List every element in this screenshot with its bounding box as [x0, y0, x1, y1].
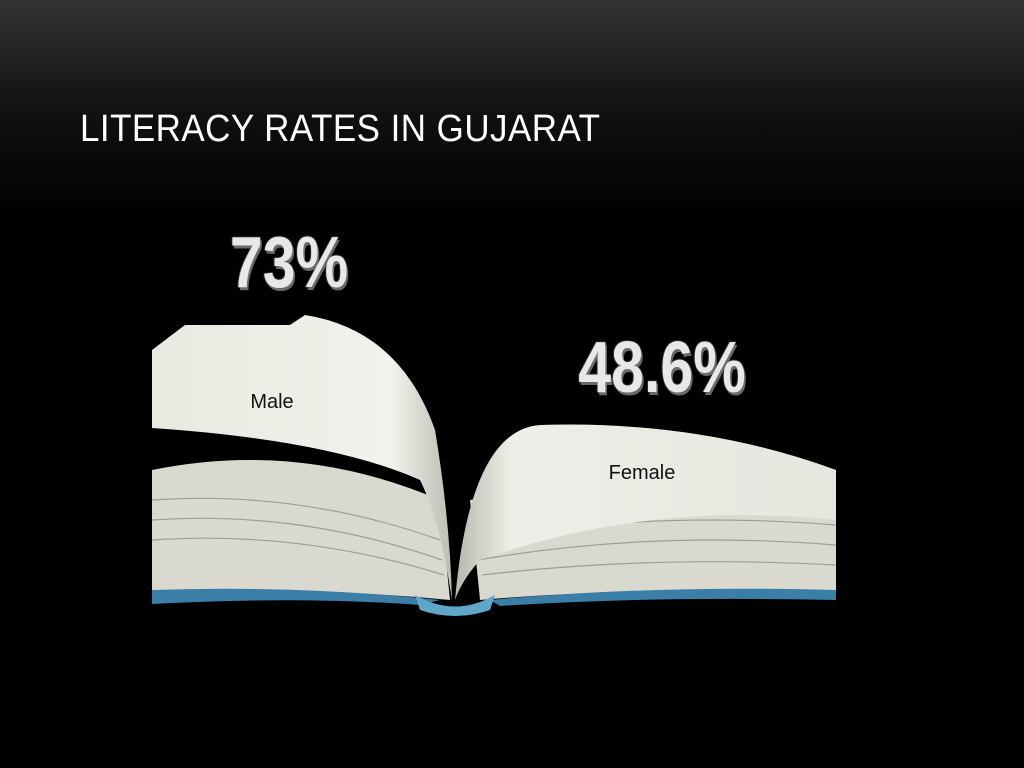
female-rate: 48.6%: [578, 328, 746, 408]
right-cover: [490, 588, 836, 606]
left-cover: [152, 588, 440, 605]
turning-page: [152, 315, 452, 600]
male-rate: 73%: [229, 223, 349, 303]
right-page: [455, 424, 836, 600]
male-label: Male: [250, 391, 294, 413]
spine: [415, 595, 495, 616]
left-page-stack: [152, 460, 450, 600]
slide-title: LITERACY RATES IN GUJARAT: [80, 108, 601, 150]
female-label: Female: [608, 462, 676, 484]
